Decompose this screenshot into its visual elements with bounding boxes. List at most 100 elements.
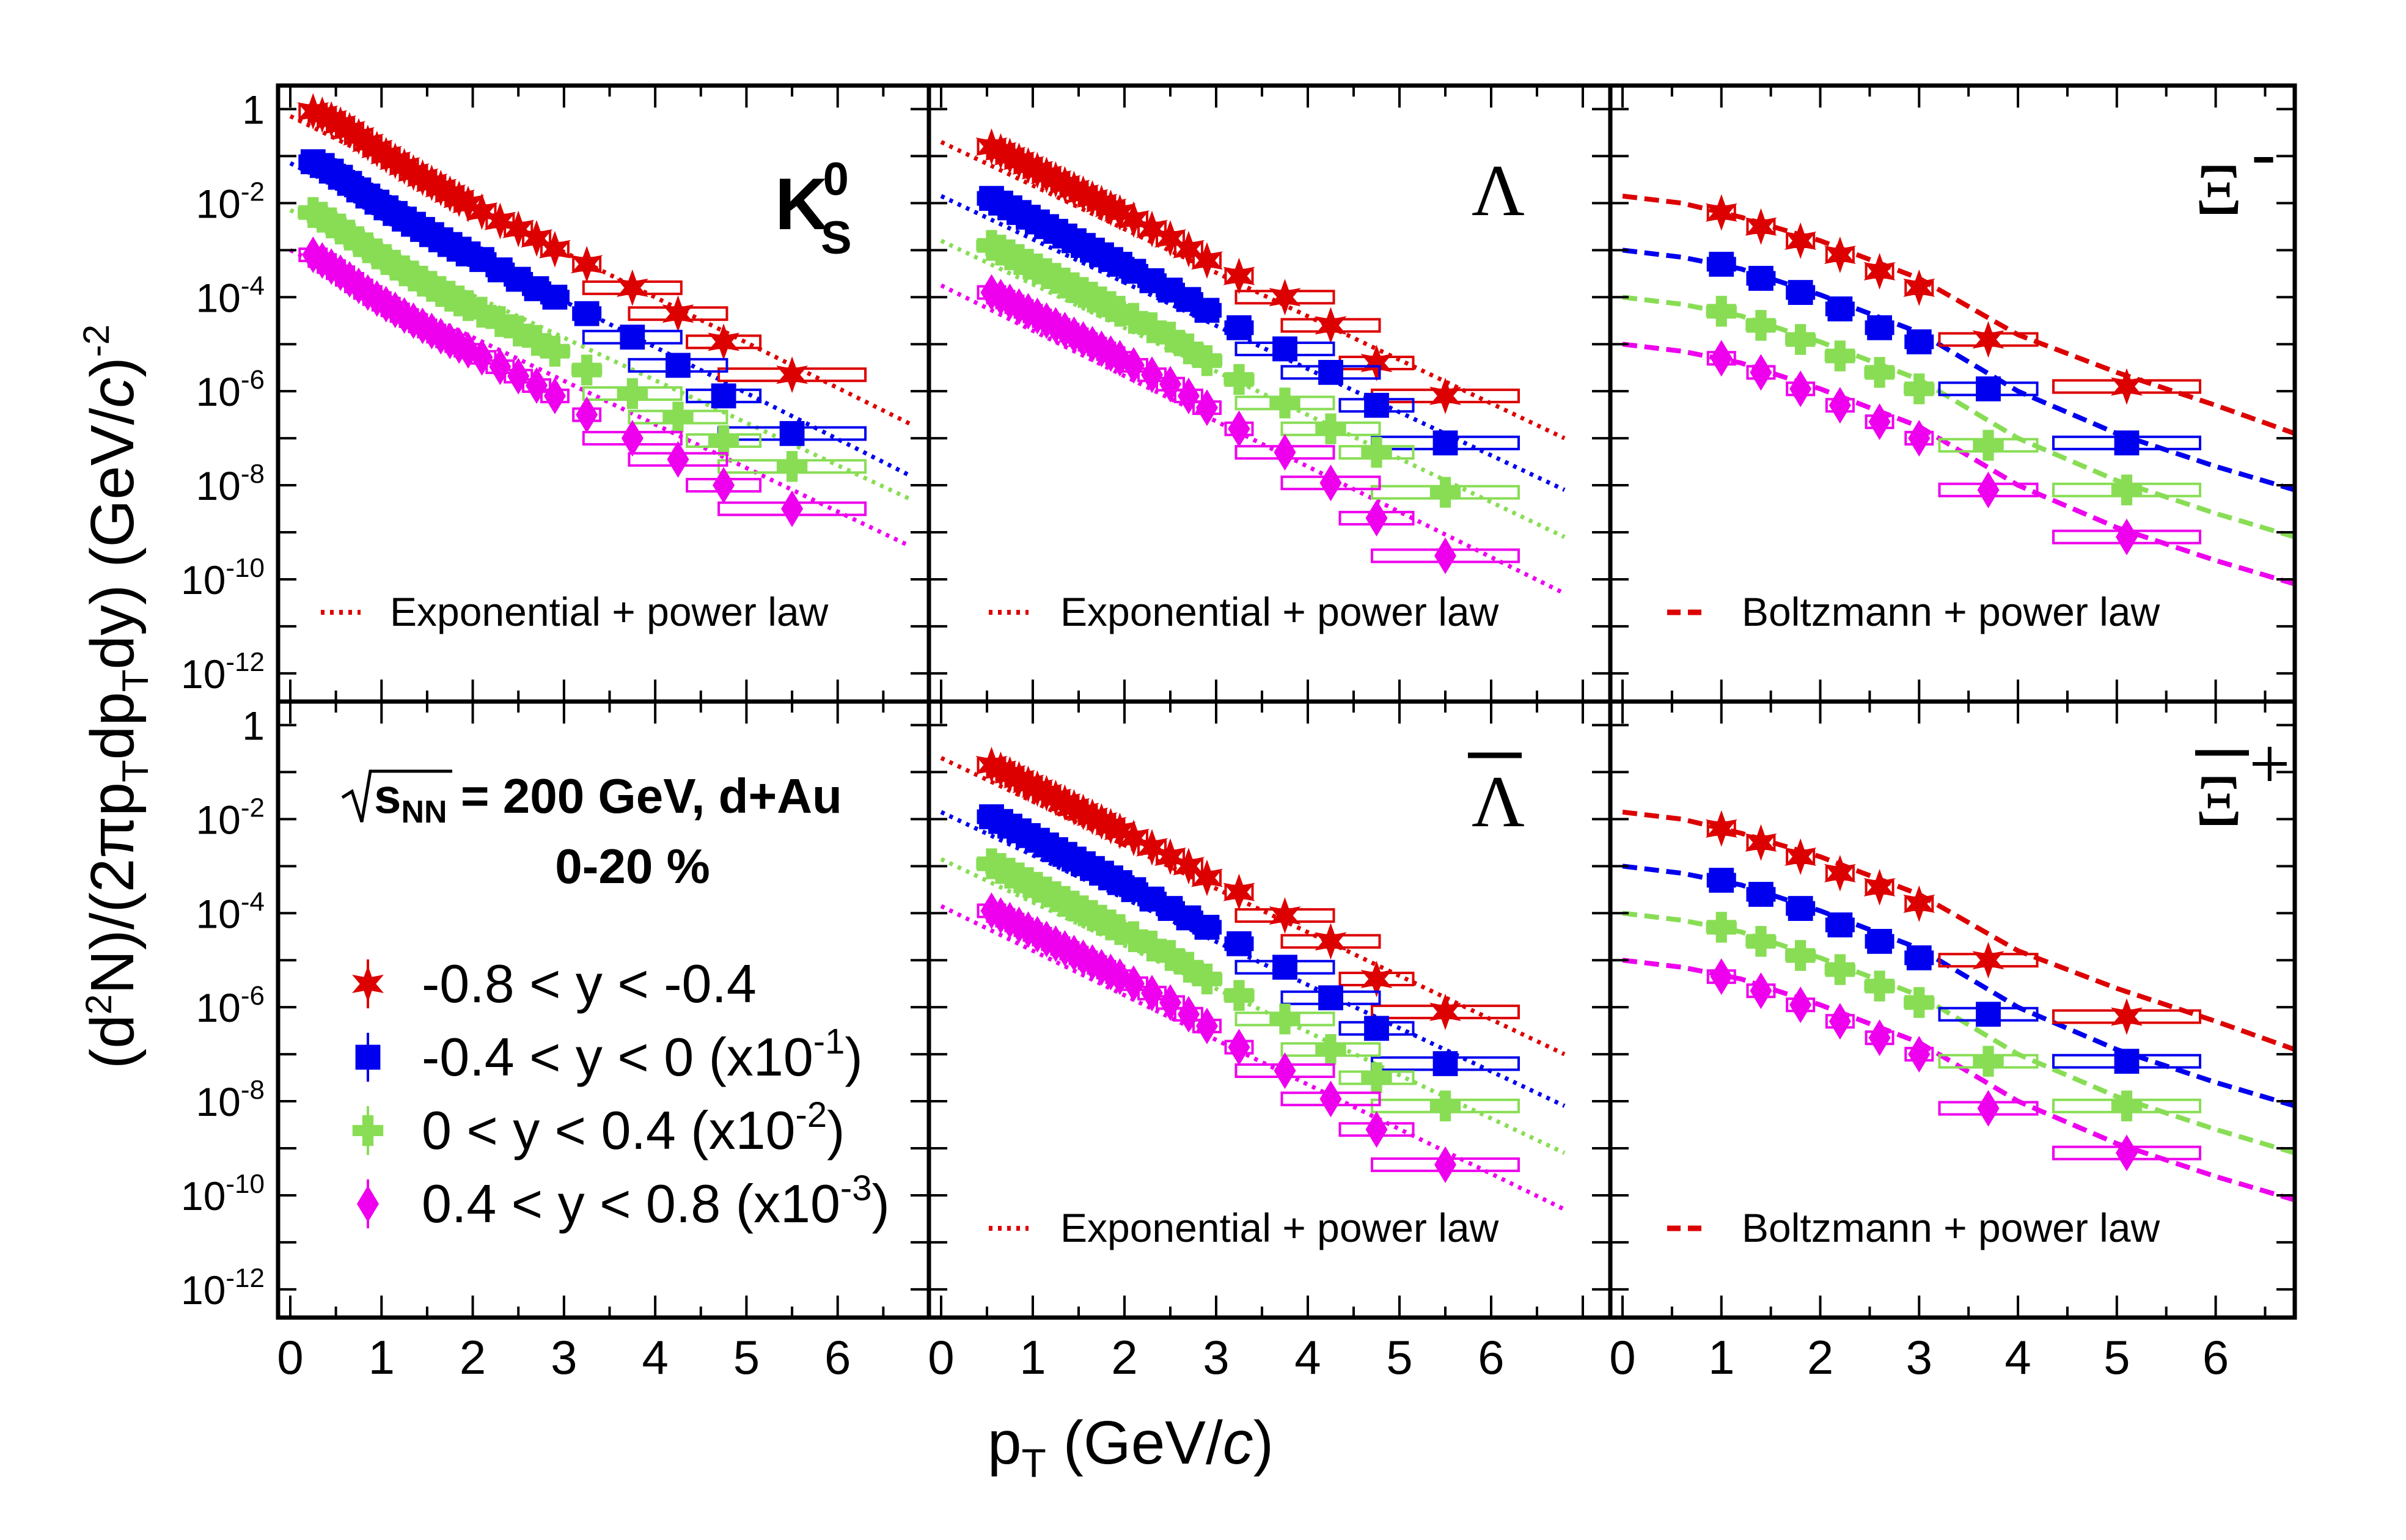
marker-panel1-series0-21: [1269, 279, 1301, 316]
marker-panel4-series2-18: [1173, 952, 1205, 983]
marker-panel4-series2-22: [1315, 1034, 1346, 1065]
marker-panel1-series2-24: [1429, 477, 1461, 508]
marker-panel1-series2-18: [1173, 333, 1205, 365]
svg-text:-0.8 < y < -0.4: -0.8 < y < -0.4: [422, 953, 757, 1014]
marker-panel0-series3-23: [576, 396, 598, 433]
marker-panel1-series2-22: [1315, 413, 1346, 444]
marker-panel0-series3-26: [713, 467, 735, 504]
marker-panel4-series1-19: [1194, 914, 1220, 940]
x-axis-title: pT (GeV/c): [988, 1409, 1274, 1486]
marker-panel0-series2-22: [539, 336, 571, 367]
y-tick-label-row0-6: 1: [242, 87, 265, 132]
marker-panel5-series2-3: [1824, 954, 1856, 985]
marker-panel4-series0-22: [1315, 923, 1347, 960]
marker-panel1-series0-17: [1154, 220, 1186, 257]
marker-panel5-series3-5: [1908, 1036, 1931, 1073]
marker-panel2-series3-4: [1868, 403, 1891, 441]
marker-panel5-series2-2: [1784, 940, 1816, 971]
marker-panel0-series2-26: [708, 425, 739, 457]
marker-panel2-series0-5: [1903, 269, 1935, 306]
marker-panel5-series0-5: [1903, 885, 1935, 922]
marker-panel4-series1-24: [1432, 1051, 1458, 1076]
fit-legend-xi-bar-plus: Boltzmann + power law: [1667, 1205, 2160, 1250]
x-tick-label-col1-4: 4: [1294, 1330, 1321, 1384]
marker-panel5-series0-0: [1705, 810, 1737, 847]
svg-text:Λ: Λ: [1472, 761, 1525, 842]
y-tick-label-row0-5: 10-2: [196, 177, 265, 226]
marker-panel2-series1-5: [1906, 329, 1932, 354]
svg-text:Ξ: Ξ: [2195, 760, 2242, 841]
y-tick-label-row1-3: 10-6: [196, 981, 265, 1030]
marker-panel5-series2-5: [1904, 987, 1935, 1018]
marker-panel4-series1-21: [1272, 955, 1297, 980]
marker-panel0-series0-23: [571, 246, 603, 283]
marker-panel5-series1-0: [1709, 867, 1734, 893]
marker-panel2-series3-6: [1977, 471, 2000, 508]
fit-curve-panel5-series3: [1622, 958, 2295, 1203]
legend-marker-0: [352, 966, 384, 1002]
marker-panel0-series0-21: [521, 220, 553, 257]
marker-panel4-series0-19: [1191, 859, 1223, 897]
marker-panel4-series1-23: [1364, 1016, 1389, 1041]
marker-panel1-series1-21: [1272, 336, 1297, 362]
marker-panel2-series0-2: [1784, 222, 1817, 259]
marker-panel0-series0-26: [708, 323, 740, 361]
x-tick-label-col2-0: 0: [1609, 1330, 1635, 1384]
legend-entry-2: -0.4 < y < 0 (x10-1): [422, 1022, 863, 1087]
marker-panel5-series2-7: [2111, 1090, 2143, 1121]
marker-panel1-series3-23: [1365, 499, 1388, 537]
marker-panel4-series0-24: [1429, 993, 1461, 1030]
marker-panel5-series0-1: [1745, 824, 1777, 861]
fit-curve-panel4-series0: [940, 756, 1566, 1057]
marker-panel1-series2-21: [1269, 387, 1300, 419]
y-tick-label-row1-6: 1: [242, 703, 265, 748]
marker-panel1-series3-16: [1141, 356, 1163, 394]
marker-panel1-series3-20: [1228, 410, 1250, 447]
marker-panel1-series1-24: [1432, 430, 1458, 456]
fit-curve-panel1-series3: [940, 283, 1566, 596]
marker-panel4-series3-24: [1434, 1146, 1456, 1183]
marker-panel2-series1-7: [2114, 430, 2140, 456]
marker-panel5-series0-7: [2111, 998, 2143, 1035]
y-axis-title: (d2N)/(2πpTdpTdy) (GeV/c)-2: [76, 324, 156, 1069]
marker-panel4-series0-16: [1136, 829, 1168, 866]
x-tick-label-col1-6: 6: [1478, 1330, 1504, 1384]
x-tick-label-col1-1: 1: [1019, 1330, 1046, 1384]
x-tick-label-col2-1: 1: [1708, 1330, 1734, 1384]
svg-text:Boltzmann + power law: Boltzmann + power law: [1742, 589, 2160, 634]
marker-panel0-series3-27: [781, 490, 804, 527]
y-tick-label-row1-1: 10-10: [181, 1169, 265, 1219]
marker-panel4-series3-18: [1178, 996, 1200, 1033]
marker-panel1-series0-24: [1429, 377, 1461, 414]
y-tick-label-row0-0: 10-12: [181, 647, 265, 697]
marker-panel5-series1-5: [1906, 945, 1932, 970]
marker-panel2-series1-4: [1867, 315, 1892, 340]
marker-panel0-series0-18: [466, 193, 498, 230]
marker-panel1-series2-23: [1361, 436, 1392, 468]
marker-panel1-series1-23: [1364, 392, 1389, 418]
marker-panel5-series2-0: [1706, 912, 1737, 943]
svg-text:-: -: [2251, 112, 2276, 193]
particle-label-xi-bar-plus: Ξ +: [2195, 723, 2290, 841]
x-tick-label-col2-4: 4: [2004, 1330, 2031, 1384]
marker-panel1-series1-20: [1227, 315, 1252, 340]
marker-panel2-series0-1: [1745, 208, 1777, 245]
x-tick-label-col0-2: 2: [460, 1330, 486, 1384]
marker-panel2-series2-2: [1784, 324, 1816, 355]
marker-panel0-series3-25: [667, 441, 689, 478]
svg-text:Ξ: Ξ: [2195, 148, 2242, 230]
y-tick-label-row0-2: 10-8: [196, 459, 265, 508]
marker-panel1-series3-22: [1319, 464, 1342, 502]
marker-panel2-series2-0: [1706, 296, 1737, 327]
marker-panel1-series0-15: [1118, 201, 1150, 238]
marker-panel2-series1-1: [1748, 266, 1773, 291]
marker-panel2-series0-7: [2111, 368, 2143, 405]
particle-label-k0s: K0 S: [775, 153, 852, 264]
marker-panel5-series1-3: [1827, 912, 1853, 937]
marker-panel4-series2-21: [1269, 1003, 1300, 1035]
marker-panel5-series2-6: [1973, 1046, 2004, 1077]
energy-label: sNN = 200 GeV, d+Au: [341, 769, 842, 830]
marker-panel2-series0-4: [1863, 252, 1896, 290]
